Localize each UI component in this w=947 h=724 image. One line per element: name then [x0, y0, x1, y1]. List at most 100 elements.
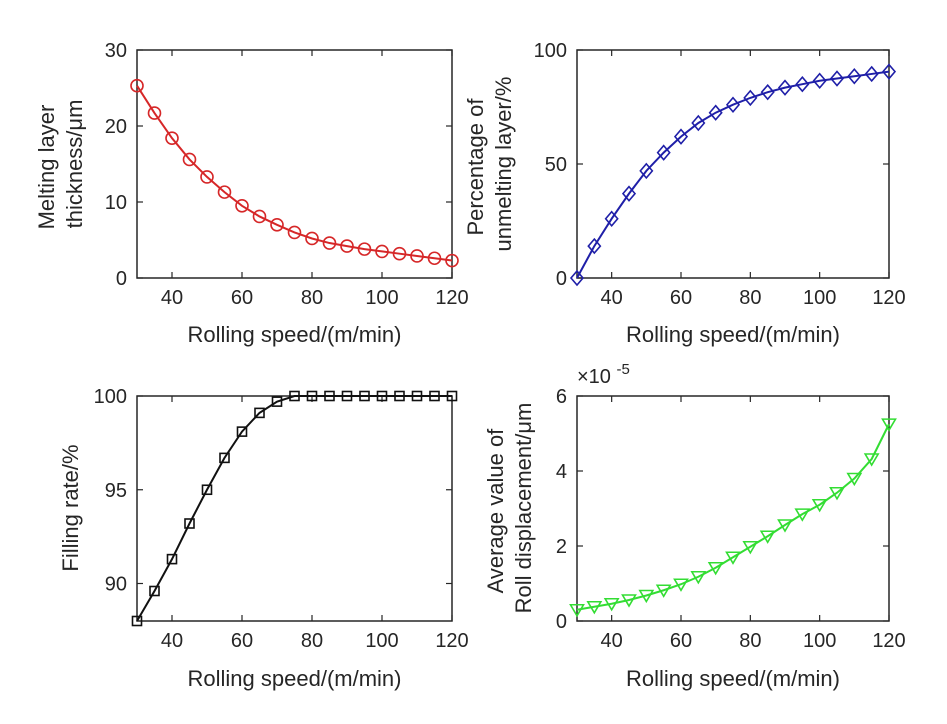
data-point: [184, 518, 195, 529]
data-point: [863, 453, 880, 467]
data-point: [759, 530, 776, 544]
data-point: [725, 551, 741, 565]
y-tick-label: 20: [105, 116, 127, 138]
y-tick-label: 0: [556, 268, 567, 290]
data-point: [165, 131, 179, 145]
x-tick-label: 100: [803, 630, 836, 652]
y-axis-label-line-1: Percentage of: [463, 98, 488, 236]
y-tick-label: 50: [545, 154, 567, 176]
y-tick-label: 100: [94, 386, 127, 408]
data-point: [603, 597, 620, 612]
data-point: [673, 578, 689, 592]
data-point: [235, 199, 249, 213]
exponent-power: -5: [617, 361, 630, 378]
x-tick-label: 80: [739, 287, 761, 309]
data-point: [219, 452, 230, 464]
x-tick-label: 40: [601, 630, 623, 652]
data-point: [200, 170, 214, 184]
y-axis-label-line-2: Roll displacement/μm: [511, 403, 536, 614]
data-point: [638, 589, 655, 604]
data-point: [270, 218, 284, 232]
data-point: [777, 519, 793, 533]
y-tick-label: 10: [105, 192, 127, 214]
data-point: [166, 553, 178, 565]
y-tick-label: 4: [556, 461, 567, 483]
x-tick-label: 40: [161, 630, 183, 652]
series-line: [136, 85, 453, 262]
data-point: [621, 594, 637, 608]
data-point: [305, 231, 319, 246]
data-point: [130, 78, 144, 93]
data-point: [847, 67, 862, 85]
data-point: [655, 584, 672, 598]
y-axis-label: Average value of Roll displacement/μm: [483, 403, 536, 614]
x-tick-label: 120: [872, 630, 905, 652]
x-tick-label: 80: [301, 630, 323, 652]
data-point: [586, 600, 603, 615]
x-tick-label: 100: [365, 630, 398, 652]
data-point: [881, 418, 897, 432]
x-axis-label: Rolling speed/(m/min): [188, 666, 402, 691]
data-point: [639, 162, 654, 180]
data-point: [236, 426, 248, 437]
x-tick-label: 100: [803, 287, 836, 309]
y-axis-label: Filling rate/%: [58, 444, 83, 571]
data-series: [130, 78, 459, 268]
data-point: [760, 83, 775, 101]
data-point: [743, 89, 758, 107]
y-axis-label-line-1: Average value of: [483, 428, 508, 594]
data-point: [375, 244, 389, 259]
data-point: [708, 104, 723, 121]
data-point: [340, 239, 354, 253]
data-point: [410, 249, 424, 263]
y-axis-label: Percentage of unmelting layer/%: [463, 77, 516, 252]
chart-filling-rate: 40 60 80 100 120 90 95 100 Rolling speed/(m/min…: [58, 386, 469, 691]
data-point: [846, 472, 863, 487]
data-point: [794, 508, 811, 522]
data-point: [429, 390, 440, 402]
y-tick-label: 0: [116, 268, 127, 290]
data-point: [707, 561, 724, 576]
data-point: [252, 209, 267, 224]
x-axis-label: Rolling speed/(m/min): [626, 322, 840, 347]
series-line: [136, 395, 452, 622]
x-tick-label: 40: [161, 287, 183, 309]
y-axis-label-line-2: unmelting layer/%: [491, 77, 516, 252]
data-point: [271, 396, 283, 407]
y-axis-exponent: ×10 -5: [577, 361, 630, 388]
data-point: [881, 63, 897, 80]
data-point: [829, 486, 845, 501]
y-tick-label: 30: [105, 40, 127, 62]
data-point: [690, 570, 707, 585]
x-tick-label: 120: [872, 287, 905, 309]
chart-unmelting-layer: 40 60 80 100 120 0 50 100 Rolling speed/(m/min)…: [463, 40, 906, 347]
x-tick-label: 60: [670, 287, 692, 309]
x-tick-label: 120: [435, 287, 468, 309]
data-series: [569, 63, 897, 287]
data-point: [427, 251, 442, 266]
data-point: [149, 585, 160, 597]
data-point: [254, 407, 265, 419]
series-line: [576, 70, 890, 279]
x-tick-label: 60: [231, 287, 253, 309]
data-point: [587, 237, 602, 255]
y-axis-label-line-1: Melting layer: [34, 105, 59, 230]
x-tick-label: 60: [670, 630, 692, 652]
y-tick-label: 95: [105, 480, 127, 502]
data-point: [656, 144, 671, 161]
x-axis-label: Rolling speed/(m/min): [626, 666, 840, 691]
data-series: [569, 418, 897, 618]
x-tick-label: 40: [601, 287, 623, 309]
data-point: [306, 390, 318, 402]
y-axis-label-line-1: Filling rate/%: [58, 444, 83, 571]
data-point: [131, 615, 143, 627]
data-point: [359, 390, 370, 402]
data-point: [147, 106, 162, 120]
data-point: [604, 210, 619, 227]
tick-labels: 40 60 80 100 120 0 50 100: [534, 40, 906, 309]
data-point: [357, 242, 372, 256]
x-tick-label: 80: [301, 287, 323, 309]
data-point: [411, 390, 423, 402]
